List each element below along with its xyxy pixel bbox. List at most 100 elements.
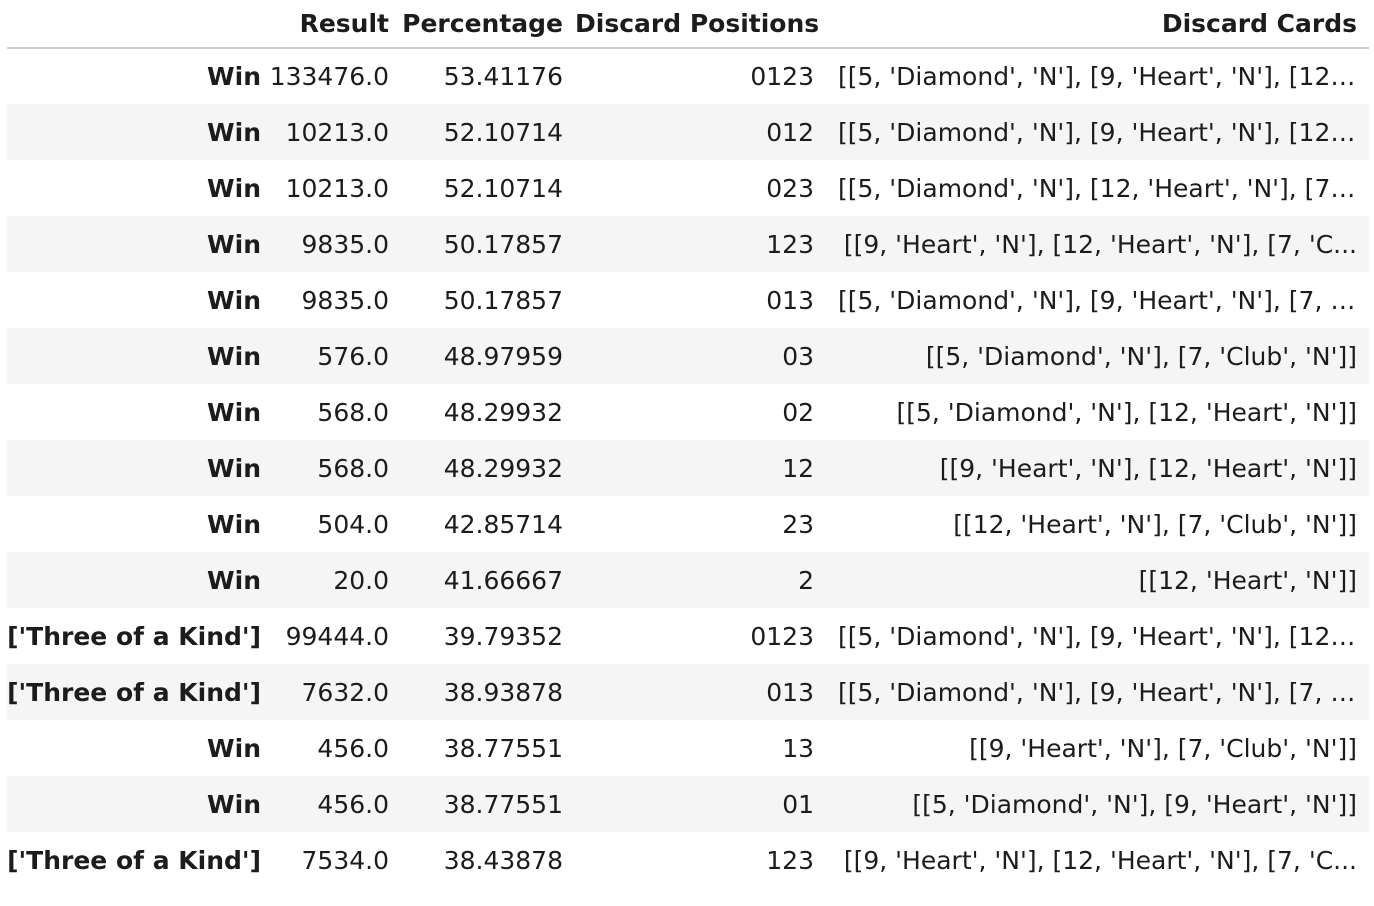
row-index-label: Win [207,173,261,203]
discard-positions-cell: 123 [766,845,814,875]
discard-cards-cell: [[5, 'Diamond', 'N'], [9, 'Heart', 'N'],… [838,285,1362,315]
percentage-cell: 50.17857 [443,229,563,259]
result-cell: 456.0 [317,789,389,819]
row-index-label: Win [207,341,261,371]
discard-cards-cell: [[5, 'Diamond', 'N'], [9, 'Heart', 'N'],… [838,117,1369,147]
percentage-cell: 48.29932 [443,397,563,427]
percentage-cell: 50.17857 [443,285,563,315]
discard-positions-cell: 123 [766,229,814,259]
percentage-cell: 38.77551 [443,733,563,763]
row-index-label: Win [207,285,261,315]
discard-cards-cell: [[5, 'Diamond', 'N'], [9, 'Heart', 'N'],… [838,621,1369,651]
result-cell: 568.0 [317,453,389,483]
row-index-label: Win [207,397,261,427]
percentage-column-header: Percentage [401,0,575,49]
table-row: Win 133476.0 53.41176 0123 [[5, 'Diamond', '… [7,48,1369,104]
discard-cards-cell: [[9, 'Heart', 'N'], [12, 'Heart', 'N'], … [843,229,1357,259]
discard-positions-cell: 012 [766,117,814,147]
percentage-cell: 48.97959 [443,341,563,371]
row-index-label: Win [207,453,261,483]
row-index-label: ['Three of a Kind'] [7,621,261,651]
result-column-header: Result [261,0,401,49]
table-row: Win 576.0 48.97959 03 [[5, 'Diamond', 'N'], … [7,328,1369,384]
table-row: Win 10213.0 52.10714 023 [[5, 'Diamond', 'N'… [7,160,1369,216]
discard-positions-cell: 2 [798,565,814,595]
percentage-cell: 52.10714 [443,117,563,147]
discard-positions-cell: 01 [782,789,814,819]
discard-positions-cell: 23 [782,509,814,539]
result-cell: 10213.0 [285,173,389,203]
discard-cards-cell: [[9, 'Heart', 'N'], [7, 'Club', 'N']] [969,733,1357,763]
table-row: Win 568.0 48.29932 12 [[9, 'Heart', 'N'], [1… [7,440,1369,496]
result-cell: 10213.0 [285,117,389,147]
discard-cards-column-header: Discard Cards [826,0,1369,49]
percentage-cell: 38.93878 [443,677,563,707]
discard-positions-cell: 13 [782,733,814,763]
result-cell: 99444.0 [285,621,389,651]
table-header: Result Percentage Discard Positions Disc… [7,0,1369,49]
table-row: Win 20.0 41.66667 2 [[12, 'Heart', 'N']] [7,552,1369,608]
discard-positions-cell: 12 [782,453,814,483]
row-index-label: ['Three of a Kind'] [7,845,261,875]
percentage-cell: 39.79352 [443,621,563,651]
discard-positions-cell: 0123 [750,62,814,91]
table-row: ['Three of a Kind'] 7534.0 38.43878 123 [[9,… [7,832,1369,888]
result-cell: 9835.0 [301,229,389,259]
discard-positions-cell: 013 [766,285,814,315]
discard-positions-cell: 0123 [750,621,814,651]
discard-cards-cell: [[12, 'Heart', 'N'], [7, 'Club', 'N']] [953,509,1357,539]
row-index-label: Win [207,229,261,259]
result-cell: 7632.0 [301,677,389,707]
table-row: ['Three of a Kind'] 99444.0 39.79352 0123 [[… [7,608,1369,664]
percentage-cell: 52.10714 [443,173,563,203]
discard-positions-cell: 02 [782,397,814,427]
index-column-header [7,0,261,49]
table-row: Win 10213.0 52.10714 012 [[5, 'Diamond', 'N'… [7,104,1369,160]
results-table: Result Percentage Discard Positions Disc… [7,0,1369,888]
percentage-cell: 38.43878 [443,845,563,875]
discard-cards-cell: [[5, 'Diamond', 'N'], [9, 'Heart', 'N']] [912,789,1357,819]
percentage-cell: 42.85714 [443,509,563,539]
row-index-label: Win [207,733,261,763]
discard-positions-column-header: Discard Positions [575,0,826,49]
discard-cards-cell: [[5, 'Diamond', 'N'], [12, 'Heart', 'N']… [838,173,1369,203]
table-row: ['Three of a Kind'] 7632.0 38.93878 013 [[5,… [7,664,1369,720]
result-cell: 576.0 [317,341,389,371]
discard-cards-cell: [[9, 'Heart', 'N'], [12, 'Heart', 'N'], … [843,845,1357,875]
result-cell: 20.0 [333,565,389,595]
row-index-label: Win [207,565,261,595]
discard-cards-cell: [[5, 'Diamond', 'N'], [12, 'Heart', 'N']… [896,397,1357,427]
row-index-label: Win [207,62,261,91]
percentage-cell: 53.41176 [443,62,563,91]
result-cell: 568.0 [317,397,389,427]
result-cell: 133476.0 [269,62,389,91]
row-index-label: Win [207,509,261,539]
table-row: Win 504.0 42.85714 23 [[12, 'Heart', 'N'], [… [7,496,1369,552]
discard-cards-cell: [[5, 'Diamond', 'N'], [9, 'Heart', 'N'],… [838,62,1369,91]
discard-cards-cell: [[9, 'Heart', 'N'], [12, 'Heart', 'N']] [939,453,1357,483]
header-row: Result Percentage Discard Positions Disc… [7,0,1369,49]
percentage-cell: 48.29932 [443,453,563,483]
table-row: Win 456.0 38.77551 01 [[5, 'Diamond', 'N'], … [7,776,1369,832]
percentage-cell: 41.66667 [443,565,563,595]
table-row: Win 568.0 48.29932 02 [[5, 'Diamond', 'N'], … [7,384,1369,440]
discard-cards-cell: [[5, 'Diamond', 'N'], [7, 'Club', 'N']] [925,341,1357,371]
result-cell: 504.0 [317,509,389,539]
row-index-label: ['Three of a Kind'] [7,677,261,707]
discard-positions-cell: 023 [766,173,814,203]
table-row: Win 9835.0 50.17857 123 [[9, 'Heart', 'N'], … [7,216,1369,272]
discard-positions-cell: 013 [766,677,814,707]
percentage-cell: 38.77551 [443,789,563,819]
row-index-label: Win [207,117,261,147]
result-cell: 7534.0 [301,845,389,875]
table-row: Win 456.0 38.77551 13 [[9, 'Heart', 'N'], [7… [7,720,1369,776]
table-row: Win 9835.0 50.17857 013 [[5, 'Diamond', 'N']… [7,272,1369,328]
discard-cards-cell: [[12, 'Heart', 'N']] [1138,565,1357,595]
result-cell: 456.0 [317,733,389,763]
discard-cards-cell: [[5, 'Diamond', 'N'], [9, 'Heart', 'N'],… [838,677,1362,707]
table-body: Win 133476.0 53.41176 0123 [[5, 'Diamond', '… [7,48,1369,888]
discard-positions-cell: 03 [782,341,814,371]
result-cell: 9835.0 [301,285,389,315]
row-index-label: Win [207,789,261,819]
